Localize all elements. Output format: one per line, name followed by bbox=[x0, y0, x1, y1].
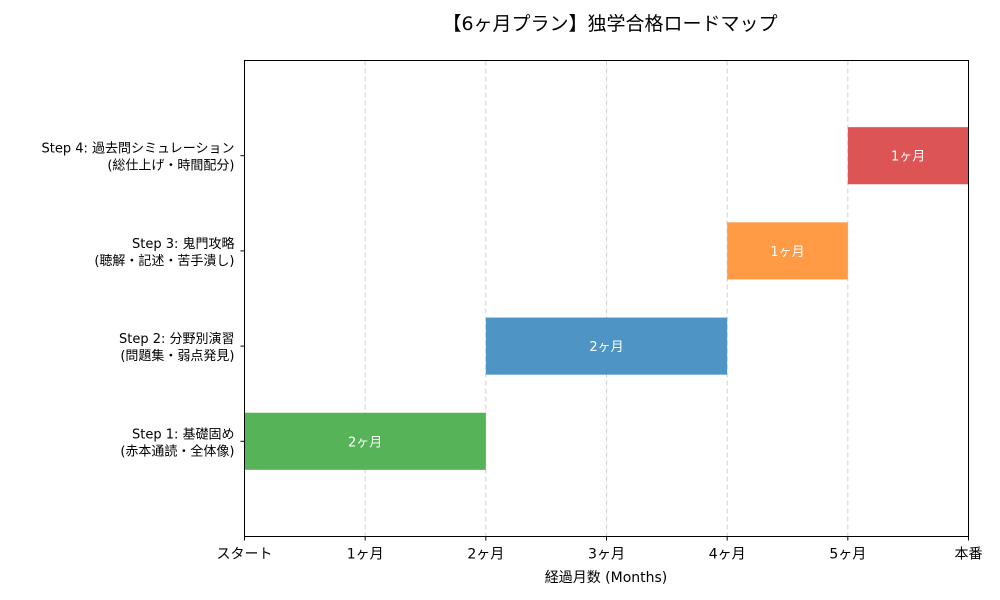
x-tick-label: 5ヶ月 bbox=[829, 547, 866, 563]
task-bar bbox=[244, 412, 486, 470]
y-tick-label-step: Step 4: 過去問シミュレーション bbox=[42, 142, 235, 157]
y-tick-label-detail: (総仕上げ・時間配分) bbox=[107, 159, 234, 174]
y-tick-label-detail: (問題集・弱点発見) bbox=[120, 348, 234, 364]
task-bar bbox=[727, 222, 848, 280]
y-tick-label-detail: (赤本通読・全体像) bbox=[120, 443, 234, 459]
bar-duration-label: 1ヶ月 bbox=[891, 150, 925, 165]
y-tick-label-step: Step 3: 鬼門攻略 bbox=[132, 236, 235, 252]
x-tick-label: 本番 bbox=[955, 547, 983, 563]
bar-duration-label: 1ヶ月 bbox=[770, 245, 804, 260]
x-tick-label: スタート bbox=[217, 547, 273, 563]
y-tick-label-step: Step 2: 分野別演習 bbox=[119, 331, 235, 347]
task-bar bbox=[485, 317, 728, 375]
x-tick-label: 3ヶ月 bbox=[588, 547, 625, 563]
x-axis-label: 経過月数 (Months) bbox=[545, 570, 668, 586]
x-tick-label: 4ヶ月 bbox=[709, 547, 746, 563]
y-tick-label-detail: (聴解・記述・苦手潰し) bbox=[94, 253, 234, 269]
x-tick-label: 1ヶ月 bbox=[347, 547, 384, 563]
task-bar bbox=[847, 127, 969, 185]
bar-duration-label: 2ヶ月 bbox=[348, 435, 382, 450]
bar-duration-label: 2ヶ月 bbox=[589, 340, 623, 355]
x-tick-label: 2ヶ月 bbox=[467, 547, 504, 563]
chart-title: 【6ヶ月プラン】独学合格ロードマップ bbox=[442, 13, 777, 35]
y-tick-label-step: Step 1: 基礎固め bbox=[132, 427, 235, 442]
